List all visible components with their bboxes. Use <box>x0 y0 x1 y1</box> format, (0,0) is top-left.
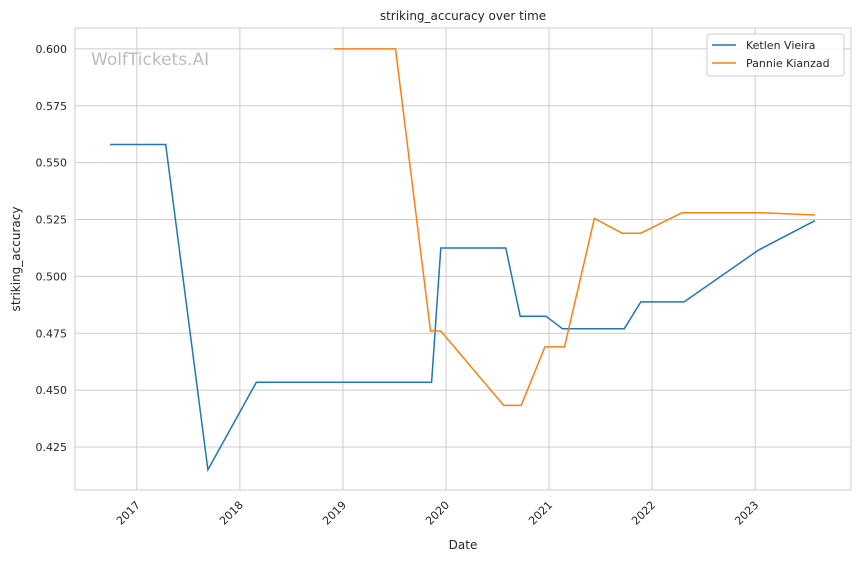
chart-title: striking_accuracy over time <box>380 9 546 23</box>
x-tick-label: 2018 <box>217 499 246 528</box>
y-tick-label: 0.475 <box>36 327 68 340</box>
x-axis-label: Date <box>449 538 478 552</box>
x-tick-label: 2022 <box>629 499 658 528</box>
series-line-ketlen-vieira <box>110 143 816 473</box>
y-tick-label: 0.425 <box>36 441 68 454</box>
x-tick-label: 2019 <box>320 499 349 528</box>
x-tick-label: 2023 <box>732 499 761 528</box>
grid <box>75 28 851 490</box>
y-tick-label: 0.550 <box>36 157 68 170</box>
watermark: WolfTickets.AI <box>91 50 209 70</box>
y-tick-label: 0.525 <box>36 214 68 227</box>
x-tick-label: 2021 <box>526 499 555 528</box>
y-tick-label: 0.500 <box>36 270 68 283</box>
x-tick-label: 2017 <box>114 499 143 528</box>
y-tick-label: 0.450 <box>36 384 68 397</box>
series-line-pannie-kianzad <box>333 48 815 407</box>
y-axis-label: striking_accuracy <box>9 207 23 312</box>
legend-box <box>706 33 845 77</box>
legend-label-pannie: Pannie Kianzad <box>746 57 830 70</box>
x-tick-label: 2020 <box>423 499 452 528</box>
plot-frame <box>74 27 852 491</box>
y-tick-label: 0.600 <box>36 43 68 56</box>
legend: Ketlen Vieira Pannie Kianzad <box>706 33 845 77</box>
legend-label-ketlen: Ketlen Vieira <box>746 39 815 52</box>
y-tick-label: 0.575 <box>36 100 68 113</box>
